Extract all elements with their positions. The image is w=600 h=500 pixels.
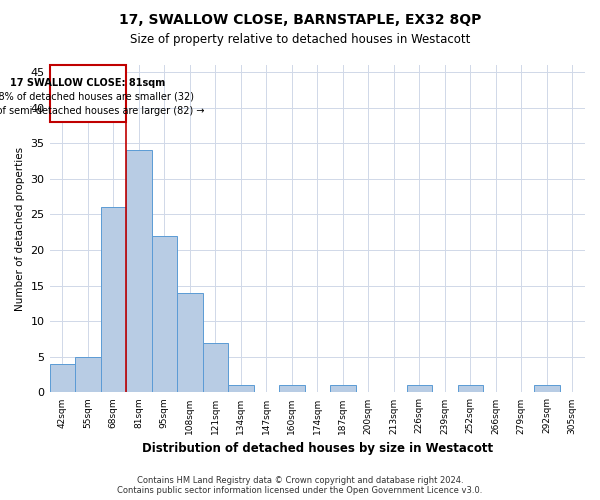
Bar: [101, 208, 126, 392]
FancyBboxPatch shape: [50, 65, 126, 122]
Text: 17 SWALLOW CLOSE: 81sqm: 17 SWALLOW CLOSE: 81sqm: [10, 78, 166, 88]
Bar: [228, 386, 254, 392]
Bar: [152, 236, 177, 392]
Bar: [458, 386, 483, 392]
Bar: [279, 386, 305, 392]
Y-axis label: Number of detached properties: Number of detached properties: [15, 146, 25, 311]
Bar: [534, 386, 560, 392]
Bar: [75, 357, 101, 392]
Text: 17, SWALLOW CLOSE, BARNSTAPLE, EX32 8QP: 17, SWALLOW CLOSE, BARNSTAPLE, EX32 8QP: [119, 12, 481, 26]
Text: 71% of semi-detached houses are larger (82) →: 71% of semi-detached houses are larger (…: [0, 106, 204, 116]
Text: ← 28% of detached houses are smaller (32): ← 28% of detached houses are smaller (32…: [0, 92, 194, 102]
Text: Contains HM Land Registry data © Crown copyright and database right 2024.
Contai: Contains HM Land Registry data © Crown c…: [118, 476, 482, 495]
X-axis label: Distribution of detached houses by size in Westacott: Distribution of detached houses by size …: [142, 442, 493, 455]
Bar: [50, 364, 75, 392]
Bar: [407, 386, 432, 392]
Bar: [203, 342, 228, 392]
Text: Size of property relative to detached houses in Westacott: Size of property relative to detached ho…: [130, 32, 470, 46]
Bar: [126, 150, 152, 392]
Bar: [177, 293, 203, 392]
Bar: [330, 386, 356, 392]
